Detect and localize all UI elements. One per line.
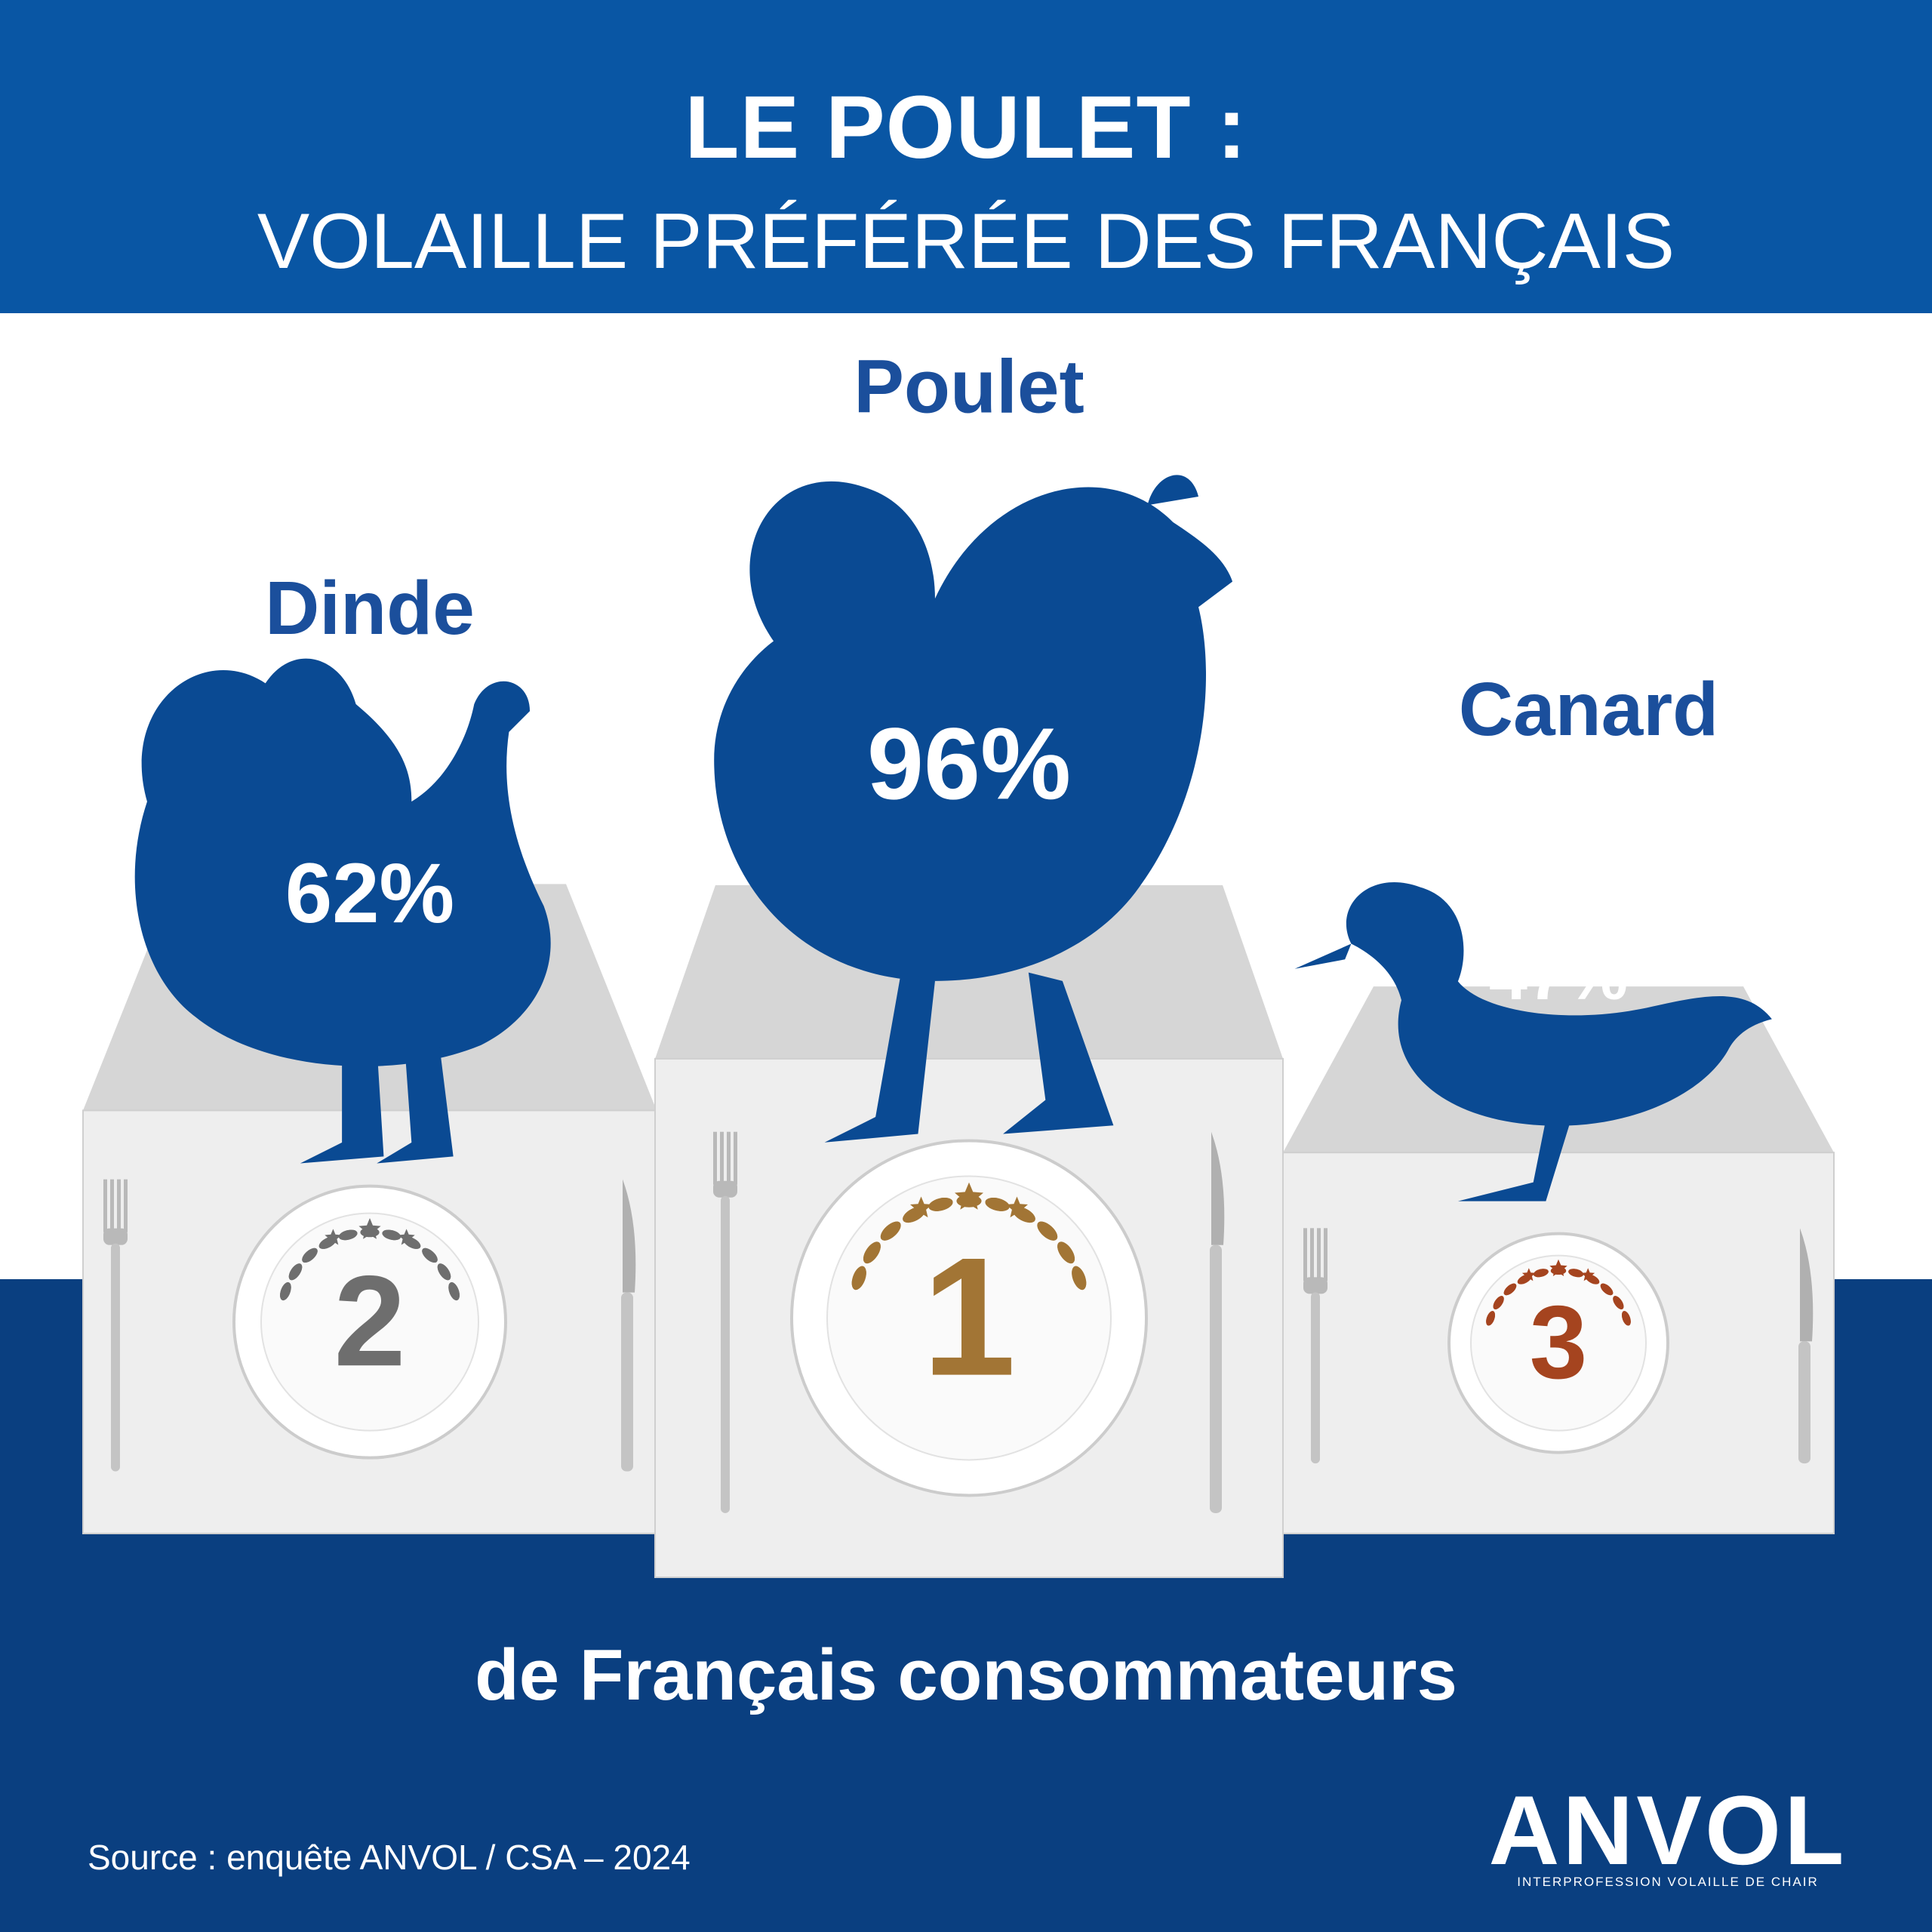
- fork-icon: [103, 1179, 128, 1472]
- header-band: [0, 0, 1932, 313]
- category-label-poulet: Poulet: [854, 345, 1084, 429]
- fork-icon: [713, 1131, 737, 1513]
- laurel-leaf: [928, 1198, 953, 1211]
- laurel-leaf: [985, 1198, 1010, 1211]
- plate-inner-2: [260, 1212, 479, 1432]
- knife-handle: [621, 1292, 633, 1472]
- anvol-logo: ANVOL INTERPROFESSION VOLAILLE DE CHAIR: [1464, 1751, 1872, 1902]
- fork-handle: [1311, 1292, 1320, 1464]
- fork-tine: [1310, 1228, 1314, 1281]
- rank-number-1: 1: [922, 1223, 1016, 1411]
- knife-blade: [1800, 1228, 1814, 1342]
- fork-tine: [110, 1179, 114, 1232]
- fork-icon: [1303, 1228, 1327, 1464]
- laurel-leaf: [338, 1229, 358, 1241]
- value-label-canard: 47%: [1489, 937, 1628, 1014]
- fork-tine: [727, 1131, 731, 1185]
- plate-inner-1: [826, 1175, 1112, 1461]
- laurel-leaf: [863, 1241, 881, 1264]
- fork-tine: [720, 1131, 724, 1185]
- laurel-leaf: [1503, 1283, 1517, 1296]
- fork-neck: [713, 1180, 737, 1198]
- fork-tine: [713, 1131, 717, 1185]
- laurel-leaf: [1037, 1221, 1058, 1241]
- star-icon: [1549, 1259, 1567, 1276]
- laurel-leaf: [280, 1282, 291, 1301]
- laurel-leaf: [1613, 1296, 1624, 1309]
- chicken-legs: [824, 972, 1114, 1143]
- laurel-leaf: [851, 1266, 866, 1291]
- logo-tagline: INTERPROFESSION VOLAILLE DE CHAIR: [1517, 1875, 1819, 1889]
- laurel-leaf: [448, 1282, 460, 1301]
- duck-icon: [1294, 881, 1772, 1201]
- laurel-leaf: [1072, 1266, 1087, 1291]
- laurel-leaf: [880, 1221, 901, 1241]
- laurel-leaf: [422, 1247, 438, 1263]
- laurel-leaf: [288, 1263, 303, 1281]
- laurel-leaf: [302, 1247, 318, 1263]
- rank-number-3: 3: [1530, 1284, 1588, 1401]
- knife-blade: [1211, 1131, 1225, 1245]
- value-label-poulet: 96%: [867, 706, 1071, 820]
- page-title: LE POULET :: [685, 78, 1247, 177]
- fork-neck: [1303, 1277, 1327, 1294]
- laurel-wreath-icon: [851, 1195, 1087, 1291]
- chart-subtitle: de Français consommateurs: [475, 1635, 1457, 1715]
- duck-body: [1346, 881, 1772, 1126]
- star-icon: [1581, 1268, 1595, 1281]
- plate-inner-3: [1470, 1254, 1647, 1432]
- laurel-leaf: [1622, 1311, 1631, 1326]
- knife-blade: [623, 1179, 636, 1293]
- laurel-leaf: [1568, 1269, 1584, 1278]
- fork-neck: [103, 1228, 128, 1245]
- fork-tine: [117, 1179, 121, 1232]
- laurel-leaf: [1493, 1296, 1504, 1309]
- laurel-leaf: [1486, 1311, 1495, 1326]
- page-subtitle: VOLAILLE PRÉFÉRÉE DES FRANÇAIS: [257, 198, 1675, 285]
- star-icon: [955, 1182, 983, 1210]
- star-icon: [325, 1229, 342, 1245]
- fork-handle: [721, 1195, 730, 1513]
- chicken-comb: [1147, 475, 1199, 506]
- laurel-leaf: [1600, 1283, 1614, 1296]
- star-icon: [398, 1229, 415, 1245]
- star-icon: [358, 1218, 381, 1239]
- laurel-leaf: [1057, 1241, 1075, 1264]
- fork-handle: [111, 1243, 120, 1472]
- category-label-dinde: Dinde: [265, 566, 475, 651]
- rank-number-2: 2: [334, 1249, 405, 1393]
- turkey-body: [134, 658, 551, 1066]
- turkey-icon: [134, 658, 551, 1164]
- duck-legs: [1457, 1119, 1571, 1201]
- laurel-leaf: [437, 1263, 451, 1281]
- fork-tine: [1303, 1228, 1307, 1281]
- star-icon: [1521, 1268, 1536, 1281]
- duck-beak: [1294, 943, 1352, 969]
- fork-tine: [734, 1131, 737, 1185]
- knife-handle: [1798, 1341, 1810, 1464]
- laurel-leaf: [1533, 1269, 1549, 1278]
- chicken-body: [714, 481, 1233, 981]
- category-label-canard: Canard: [1459, 667, 1719, 752]
- knife-handle: [1210, 1244, 1222, 1513]
- laurel-leaf: [382, 1229, 401, 1241]
- star-icon: [1005, 1196, 1028, 1218]
- turkey-legs: [300, 1044, 454, 1164]
- star-icon: [910, 1196, 933, 1218]
- logo-wordmark: ANVOL: [1488, 1775, 1847, 1885]
- source-note: Source : enquête ANVOL / CSA – 2024: [88, 1838, 691, 1877]
- fork-tine: [124, 1179, 128, 1232]
- knife-icon: [1798, 1228, 1814, 1464]
- value-label-dinde: 62%: [285, 846, 454, 940]
- knife-icon: [621, 1179, 636, 1472]
- fork-tine: [103, 1179, 107, 1232]
- fork-tine: [1317, 1228, 1321, 1281]
- fork-tine: [1324, 1228, 1327, 1281]
- knife-icon: [1210, 1131, 1225, 1513]
- chicken-icon: [714, 475, 1233, 1143]
